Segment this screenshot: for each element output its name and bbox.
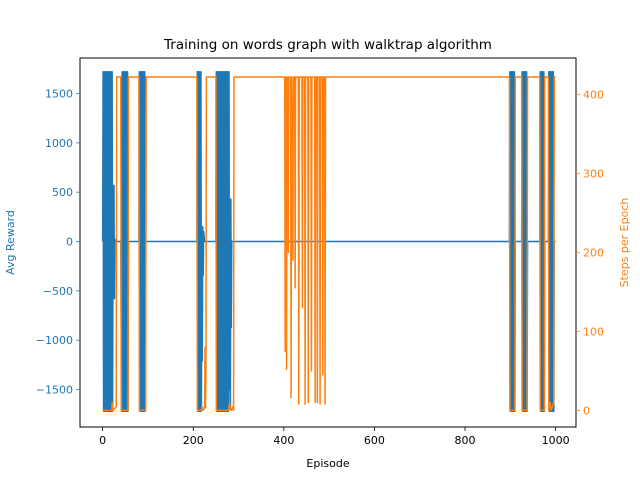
y-right-tick-label: 300 [583, 167, 604, 180]
x-tick-label: 0 [99, 434, 106, 447]
x-tick-label: 1000 [542, 434, 570, 447]
chart-marks [101, 71, 556, 412]
y-right-tick-label: 400 [583, 88, 604, 101]
chart-title: Training on words graph with walktrap al… [163, 37, 492, 53]
y-left-tick-label: 0 [66, 236, 73, 249]
y-right-tick-label: 200 [583, 246, 604, 259]
y-axis-left-label: Avg Reward [4, 210, 17, 275]
y-left-tick-label: −1500 [36, 384, 73, 397]
x-tick-label: 600 [364, 434, 385, 447]
y-axis-right-label: Steps per Epoch [618, 198, 631, 288]
y-left-tick-label: −1000 [36, 334, 73, 347]
x-axis-label: Episode [306, 457, 349, 470]
series-line-steps-per-epoch [102, 76, 556, 412]
axis-ticks: 0 200 400 600 800 1000−1500−1000−500050010001… [36, 88, 604, 447]
y-left-tick-label: 500 [52, 186, 73, 199]
plot-area-frame [79, 57, 577, 428]
x-tick-label: 400 [273, 434, 294, 447]
y-left-tick-label: −500 [43, 285, 73, 298]
x-tick-label: 200 [183, 434, 204, 447]
y-left-tick-label: 1000 [45, 137, 73, 150]
y-right-tick-label: 100 [583, 325, 604, 338]
x-tick-label: 800 [455, 434, 476, 447]
y-left-tick-label: 1500 [45, 88, 73, 101]
y-right-tick-label: 0 [583, 404, 590, 417]
